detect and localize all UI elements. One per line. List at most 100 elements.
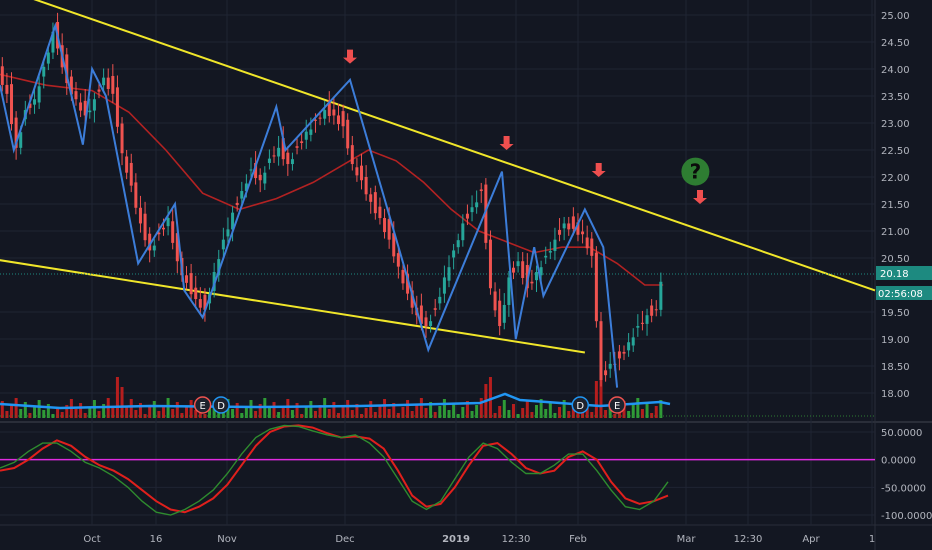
volume-bar — [134, 410, 138, 418]
candle-body — [516, 261, 520, 267]
volume-bar — [378, 405, 382, 418]
event-badge[interactable] — [193, 396, 212, 414]
time-tick-label: 1 — [869, 534, 875, 545]
candle-body — [129, 162, 133, 186]
event-badge[interactable] — [212, 396, 230, 414]
volume-bar — [341, 406, 345, 418]
volume-bar — [318, 405, 322, 418]
candle-body — [479, 189, 483, 192]
volume-bar — [267, 408, 271, 418]
candle-body — [97, 89, 101, 92]
volume-bar — [594, 381, 598, 418]
candle-body — [28, 103, 32, 108]
volume-bar — [465, 401, 469, 418]
candle-body — [341, 111, 345, 127]
volume-bar — [323, 398, 327, 418]
candle-body — [571, 216, 575, 229]
candle-body — [544, 255, 548, 258]
candle-body — [581, 231, 585, 235]
countdown-label: 02:56:08 — [878, 289, 923, 300]
candle-body — [488, 239, 492, 289]
price-tick-label: 20.50 — [881, 254, 910, 265]
volume-bar — [194, 410, 198, 418]
volume-bar — [369, 401, 373, 418]
candle-body — [300, 141, 304, 143]
volume-bar — [79, 403, 83, 418]
volume-bar — [401, 407, 405, 418]
osc-tick-label: 50.0000 — [881, 428, 922, 439]
volume-bar — [438, 406, 442, 418]
candle-body — [369, 194, 373, 202]
candle-body — [254, 162, 258, 179]
moving-average — [0, 73, 664, 286]
volume-bar — [65, 405, 69, 418]
candle-body — [115, 87, 119, 127]
volume-bar — [511, 404, 515, 418]
candle-body — [406, 273, 410, 294]
price-tick-label: 22.00 — [881, 173, 910, 184]
volume-bar — [530, 412, 534, 418]
candle-body — [281, 138, 285, 160]
candle-body — [650, 305, 654, 316]
price-axis: 25.00 24.50 24.00 23.50 23.00 22.50 22.00 21.50… — [876, 11, 932, 522]
candle-body — [452, 250, 456, 258]
candle-body — [0, 66, 4, 85]
volume-bar — [654, 406, 658, 418]
candle-body — [42, 66, 46, 77]
volume-bar — [613, 414, 617, 418]
candle-body — [511, 267, 515, 273]
candle-body — [617, 351, 621, 359]
candle-body — [304, 131, 308, 140]
candle-body — [313, 119, 317, 121]
volume-bar — [521, 408, 525, 418]
candle-body — [599, 321, 603, 381]
candle-body — [424, 317, 428, 327]
volume-bar — [217, 412, 221, 418]
candle-body — [447, 267, 451, 281]
candle-body — [189, 273, 193, 295]
candle-body — [350, 145, 354, 165]
candle-body — [157, 232, 161, 235]
candle-body — [539, 267, 543, 276]
candle-body — [627, 342, 631, 351]
candle-body — [396, 253, 400, 267]
arrow-down-icon — [343, 49, 357, 64]
volume-bar — [456, 414, 460, 418]
volume-bar — [360, 414, 364, 418]
last-price-label: 20.18 — [880, 269, 909, 280]
volume-bar — [525, 401, 529, 418]
candle-body — [475, 202, 479, 208]
candle-body — [622, 351, 626, 354]
event-badge[interactable] — [608, 396, 626, 414]
candle-body — [631, 337, 635, 346]
volume-bar — [562, 400, 566, 418]
volume-bar — [406, 400, 410, 418]
volume-bar — [498, 406, 502, 418]
candle-body — [530, 281, 534, 284]
candle-body — [309, 129, 313, 135]
candle-body — [171, 221, 175, 243]
event-badge[interactable] — [571, 396, 590, 414]
candle-body — [355, 167, 359, 176]
candle-body — [286, 152, 290, 165]
volume-bar — [277, 412, 281, 418]
candle-body — [125, 156, 129, 173]
candle-body — [558, 229, 562, 235]
volume-bar — [23, 402, 27, 418]
volume-bar — [185, 406, 189, 418]
volume-bar — [102, 404, 106, 418]
volume-bar — [166, 398, 170, 418]
osc-tick-label: -50.0000 — [881, 483, 926, 494]
volume-bar — [88, 407, 92, 418]
candle-body — [37, 86, 41, 103]
time-tick-label: 12:30 — [734, 534, 763, 545]
question-mark: ? — [690, 160, 702, 184]
volume-bar — [383, 399, 387, 418]
oscillator-line — [0, 424, 669, 516]
volume-bar — [373, 412, 377, 418]
candle-body — [5, 84, 9, 94]
trendlines — [0, 0, 876, 417]
candle-body — [521, 261, 525, 278]
candle-body — [166, 218, 170, 227]
